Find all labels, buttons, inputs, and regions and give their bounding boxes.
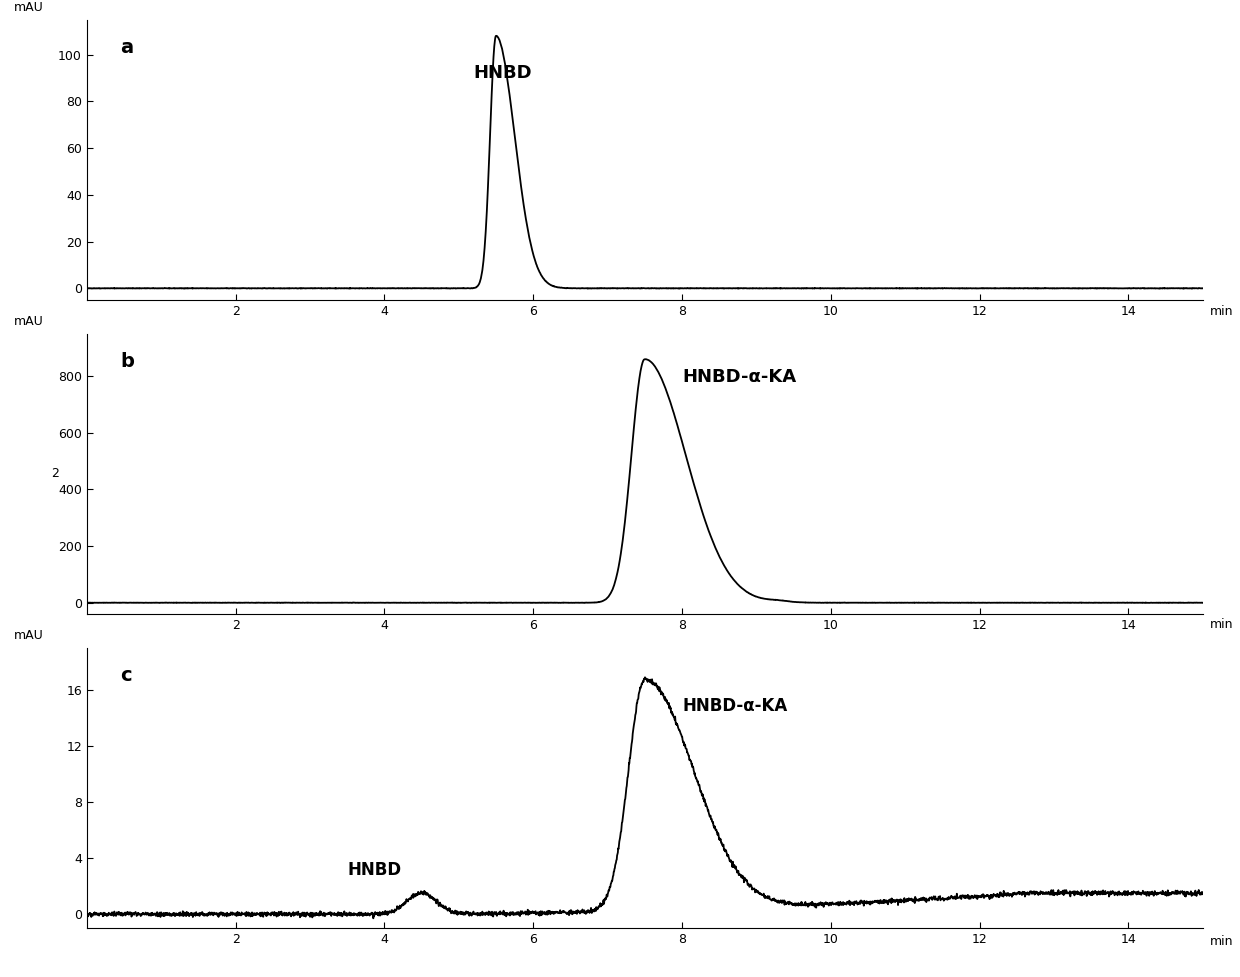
Text: min: min	[1210, 935, 1234, 948]
Text: min: min	[1210, 305, 1234, 318]
Text: mAU: mAU	[15, 1, 43, 14]
Text: HNBD-α-KA: HNBD-α-KA	[682, 697, 787, 715]
Text: a: a	[120, 38, 134, 58]
Text: mAU: mAU	[15, 315, 43, 328]
Text: min: min	[1210, 618, 1234, 631]
Text: HNBD: HNBD	[347, 861, 402, 879]
Text: c: c	[120, 666, 131, 686]
Text: HNBD: HNBD	[474, 64, 532, 82]
Text: 2: 2	[51, 467, 60, 481]
Text: mAU: mAU	[15, 629, 43, 642]
Text: b: b	[120, 353, 134, 371]
Text: HNBD-α-KA: HNBD-α-KA	[682, 367, 796, 386]
